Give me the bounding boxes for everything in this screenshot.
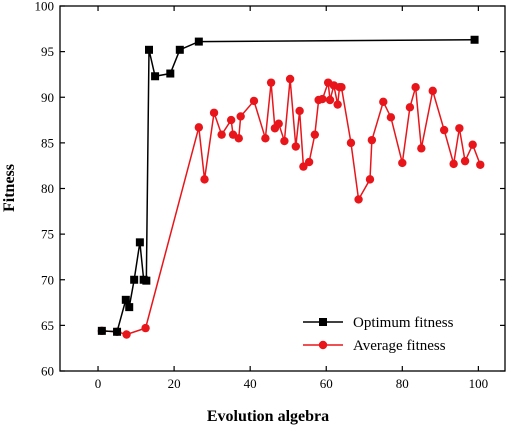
data-point — [125, 303, 134, 312]
data-point — [411, 83, 420, 92]
data-point — [417, 144, 426, 153]
data-point — [166, 69, 175, 78]
x-tick-label: 0 — [95, 376, 102, 391]
data-point — [365, 175, 375, 184]
data-point — [310, 130, 320, 139]
series-line — [101, 78, 481, 336]
data-point — [217, 130, 226, 139]
data-point — [428, 86, 437, 96]
data-point — [175, 45, 184, 54]
data-point — [261, 134, 270, 143]
data-point — [325, 95, 335, 105]
data-point — [121, 295, 130, 304]
data-point — [439, 125, 449, 135]
legend-marker — [319, 318, 327, 326]
x-tick-label: 60 — [320, 376, 333, 391]
data-point — [200, 175, 209, 184]
legend-item: Optimum fitness — [303, 315, 454, 331]
axis-ticks: 0 20 40 60 80 100 60 65 70 75 80 85 90 95 100 — [35, 0, 505, 391]
y-tick-label: 80 — [41, 181, 54, 196]
data-point — [145, 45, 153, 54]
y-tick-label: 90 — [41, 90, 54, 105]
y-axis-title: Fitness — [1, 164, 18, 212]
data-point — [470, 35, 479, 44]
data-point — [122, 330, 131, 339]
data-point — [476, 160, 485, 169]
data-point — [379, 97, 388, 107]
legend-item: Average fitness — [303, 338, 446, 354]
x-tick-label: 80 — [396, 376, 409, 391]
data-point — [367, 135, 377, 145]
data-point — [354, 195, 363, 204]
data-point — [194, 37, 203, 46]
data-point — [299, 162, 308, 171]
data-point — [333, 100, 342, 109]
data-point — [97, 326, 106, 335]
y-tick-label: 70 — [41, 272, 54, 287]
data-point — [285, 74, 295, 84]
data-point — [291, 142, 301, 151]
data-point — [209, 108, 219, 117]
y-tick-label: 100 — [35, 0, 55, 14]
series-layer — [97, 35, 485, 339]
data-point — [142, 276, 151, 285]
y-tick-label: 65 — [41, 318, 54, 333]
data-point — [337, 83, 346, 92]
data-point — [234, 134, 243, 143]
data-point — [226, 115, 236, 125]
data-point — [460, 156, 470, 166]
series-line — [101, 39, 475, 333]
legend-label: Average fitness — [353, 338, 446, 354]
data-point — [405, 103, 415, 112]
data-point — [113, 327, 122, 336]
y-tick-label: 95 — [41, 44, 54, 59]
data-point — [151, 72, 160, 81]
data-point — [398, 158, 407, 168]
data-point — [280, 136, 289, 146]
data-point — [468, 140, 477, 149]
data-point — [295, 106, 304, 116]
y-tick-label: 85 — [41, 135, 54, 150]
x-tick-label: 20 — [168, 376, 181, 391]
legend-marker — [318, 340, 328, 350]
data-point — [274, 119, 283, 128]
x-axis-title: Evolution algebra — [207, 408, 329, 425]
data-point — [130, 275, 139, 284]
data-point — [346, 138, 356, 148]
data-point — [455, 124, 464, 133]
data-point — [449, 159, 458, 169]
x-tick-label: 100 — [469, 376, 489, 391]
data-point — [386, 113, 396, 122]
y-tick-label: 75 — [41, 227, 54, 242]
legend: Optimum fitness Average fitness — [303, 315, 454, 354]
y-tick-label: 60 — [41, 364, 54, 379]
data-point — [141, 323, 150, 333]
data-point — [236, 112, 245, 121]
series-optimum-fitness — [97, 35, 479, 336]
data-point — [304, 157, 314, 167]
data-point — [194, 123, 204, 132]
data-point — [135, 238, 144, 247]
legend-label: Optimum fitness — [353, 315, 454, 331]
data-point — [266, 78, 276, 87]
x-tick-label: 40 — [244, 376, 257, 391]
data-point — [318, 94, 327, 104]
data-point — [249, 96, 259, 106]
series-average-fitness — [97, 74, 485, 339]
